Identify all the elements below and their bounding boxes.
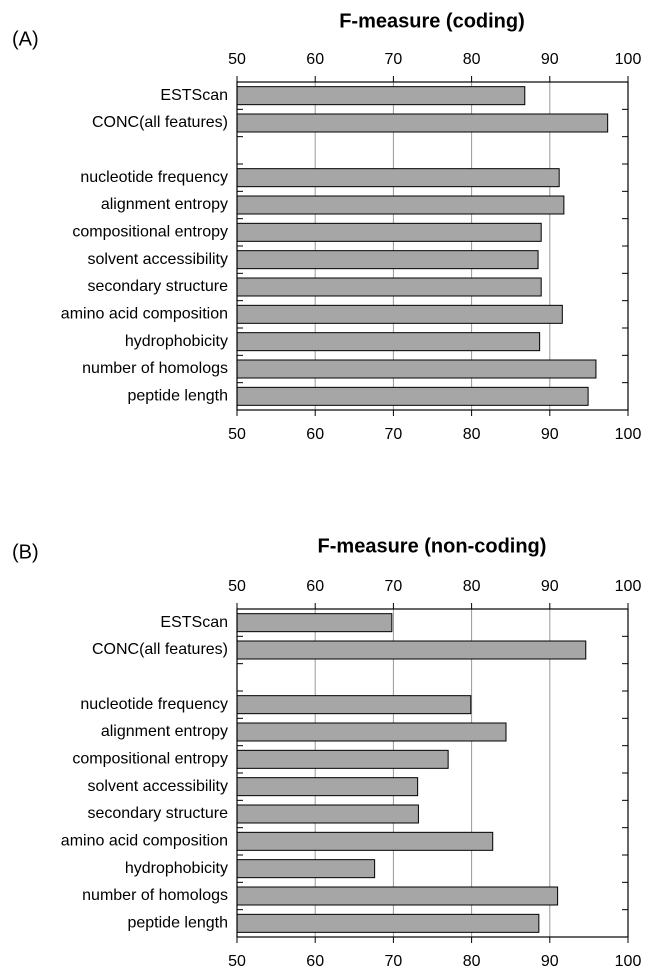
category-label: peptide length [127,388,228,405]
category-label: ESTScan [160,614,228,631]
chart-title: F-measure (coding) [339,10,525,32]
bar [236,695,472,715]
x-tick-label-bottom: 70 [385,953,403,969]
chart-title: F-measure (non-coding) [318,535,547,557]
x-tick-label-top: 50 [228,578,246,595]
panel-label: (A) [12,28,39,50]
category-label: nucleotide frequency [80,696,228,713]
x-tick-label-bottom: 70 [385,426,403,443]
category-label: solvent accessibility [88,778,229,795]
category-label: solvent accessibility [88,251,229,268]
bar [236,332,541,352]
x-tick-label-top: 70 [385,578,403,595]
category-label: compositional entropy [72,751,228,768]
bar [236,859,376,879]
category-label: hydrophobicity [125,333,228,350]
x-tick-label-bottom: 50 [228,953,246,969]
x-tick-label-bottom: 50 [228,426,246,443]
x-tick-label-top: 100 [615,51,642,68]
x-tick-label-bottom: 100 [615,426,642,443]
bar [236,804,419,824]
x-tick-label-bottom: 90 [541,426,559,443]
x-tick-label-bottom: 100 [615,953,642,969]
bar [236,777,419,797]
category-label: compositional entropy [72,224,228,241]
category-label: alignment entropy [101,196,228,213]
category-label: secondary structure [87,805,228,822]
x-tick-label-bottom: 80 [463,426,481,443]
bar [236,886,559,906]
category-label: number of homologs [82,887,228,904]
bar [236,113,609,133]
x-tick-label-top: 80 [463,578,481,595]
category-label: alignment entropy [101,723,228,740]
bar [236,86,526,106]
category-label: ESTScan [160,87,228,104]
bar [236,168,560,188]
bar [236,304,563,324]
category-label: CONC(all features) [92,114,228,131]
plot-frame [236,81,629,411]
bar [236,386,589,406]
bar [236,222,542,242]
x-tick-label-bottom: 80 [463,953,481,969]
bar [236,913,540,933]
x-tick-label-top: 80 [463,51,481,68]
category-label: hydrophobicity [125,860,228,877]
x-tick-label-bottom: 90 [541,953,559,969]
category-label: nucleotide frequency [80,169,228,186]
bar [236,250,539,270]
category-label: number of homologs [82,360,228,377]
bar [236,640,587,660]
x-tick-label-top: 100 [615,578,642,595]
x-tick-label-top: 90 [541,51,559,68]
x-tick-label-top: 60 [306,51,324,68]
bar [236,749,449,769]
x-tick-label-bottom: 60 [306,953,324,969]
x-tick-label-top: 70 [385,51,403,68]
x-tick-label-top: 90 [541,578,559,595]
category-label: CONC(all features) [92,641,228,658]
bar [236,359,597,379]
x-tick-label-bottom: 60 [306,426,324,443]
category-label: amino acid composition [61,306,228,323]
x-tick-label-top: 50 [228,51,246,68]
bar [236,831,494,851]
category-label: amino acid composition [61,833,228,850]
bar [236,722,507,742]
category-label: peptide length [127,915,228,932]
panel-label: (B) [12,541,39,563]
x-tick-label-top: 60 [306,578,324,595]
bar [236,277,542,297]
bar [236,195,565,215]
category-label: secondary structure [87,278,228,295]
bar [236,613,393,633]
plot-frame [236,608,629,938]
